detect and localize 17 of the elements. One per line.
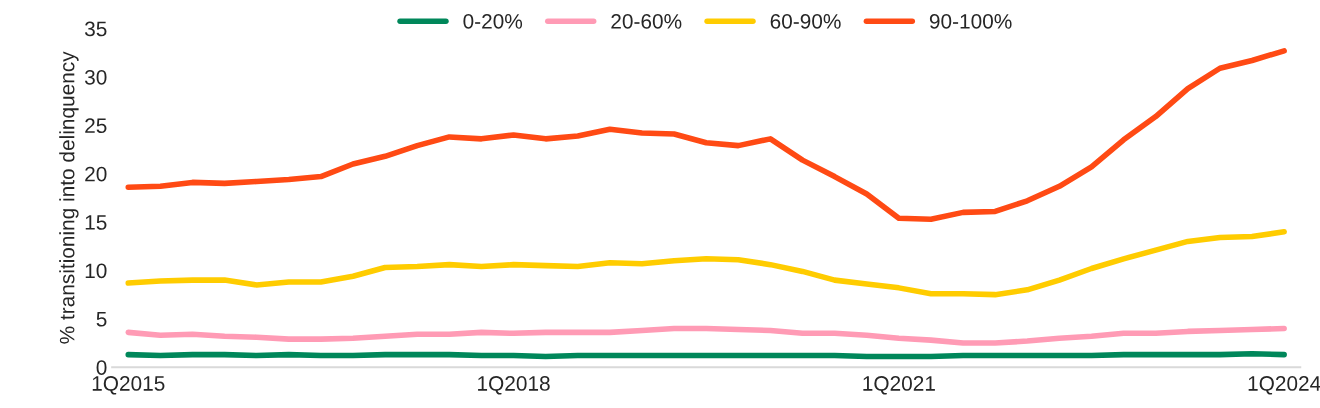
legend-label: 0-20% (463, 14, 523, 29)
y-tick-label: 5 (96, 312, 107, 327)
y-axis-title: % transitioning into delinquency (59, 51, 79, 344)
x-tick-label: 1Q2015 (92, 376, 165, 395)
legend-label: 20-60% (611, 14, 682, 29)
y-tick-label: 10 (85, 263, 107, 279)
y-tick-label: 15 (85, 215, 107, 230)
y-tick-label: 0 (96, 360, 107, 375)
x-tick-label: 1Q2021 (863, 376, 935, 395)
y-tick-label: 30 (84, 69, 107, 85)
y-tick-label: 35 (84, 21, 107, 37)
legend-label: 60-90% (770, 14, 841, 29)
x-tick-label: 1Q2018 (478, 376, 550, 395)
y-tick-label: 20 (85, 166, 107, 182)
y-tick-label: 25 (85, 118, 107, 134)
x-tick-label: 1Q2024 (1248, 376, 1320, 395)
legend-label: 90-100% (929, 14, 1012, 29)
